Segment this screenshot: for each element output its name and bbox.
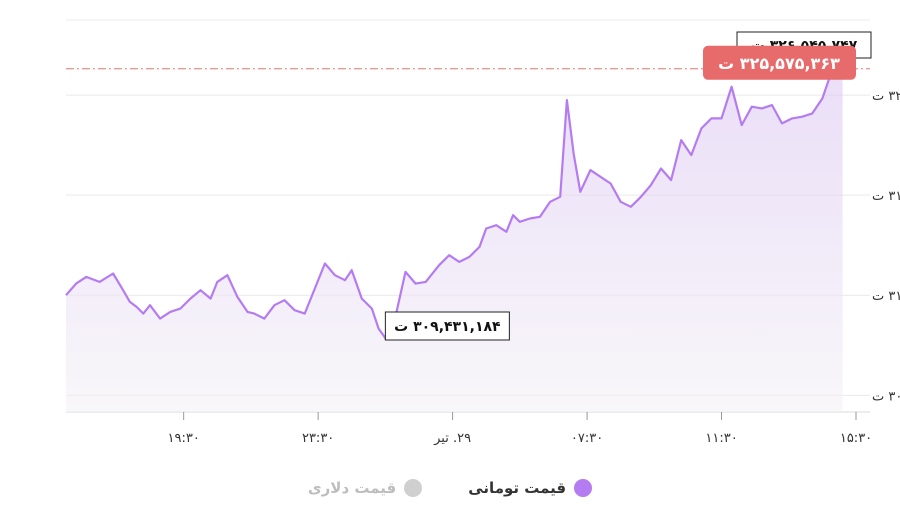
x-tick-label: ۲۳:۳۰: [302, 431, 334, 446]
current-price-box: [703, 45, 856, 80]
y-tick-label: ۳۱۸,۰۰۰,۰۰۰ ت: [872, 189, 900, 204]
x-axis: ۱۹:۳۰ ۲۳:۳۰ ۲۹. تیر ۰۷:۳۰ ۱۱:۳۰ ۱۵:۳۰: [168, 412, 872, 446]
min-price-label: ۳۰۹,۴۳۱,۱۸۴ ت: [394, 319, 501, 335]
legend-dot-dollar: [404, 479, 423, 497]
price-area-fill: [66, 52, 843, 412]
y-axis: ۳۰۶,۰۰۰,۰۰۰ ت ۳۱۲,۰۰۰,۰۰۰ ت ۳۱۸,۰۰۰,۰۰۰ ت ۳…: [872, 89, 900, 404]
min-callout-box: [384, 311, 510, 341]
y-tick-label: ۳۲۴,۰۰۰,۰۰۰ ت: [872, 89, 900, 104]
y-tick-label: ۳۰۶,۰۰۰,۰۰۰ ت: [872, 389, 900, 404]
price-line: [65, 52, 844, 340]
current-price-badge: ۳۲۵,۵۷۵,۳۶۳ ت: [703, 45, 856, 80]
legend: قیمت تومانی قیمت دلاری: [0, 470, 900, 506]
x-tick-label: ۱۵:۳۰: [840, 431, 872, 446]
legend-item-toman[interactable]: قیمت تومانی: [468, 479, 593, 497]
current-price-label: ۳۲۵,۵۷۵,۳۶۳ ت: [718, 54, 840, 73]
legend-label-dollar: قیمت دلاری: [307, 479, 397, 497]
legend-label-toman: قیمت تومانی: [468, 479, 567, 497]
x-tick-label: ۱۱:۳۰: [705, 431, 737, 446]
x-tick-label: ۱۹:۳۰: [168, 431, 200, 446]
legend-dot-toman: [574, 479, 593, 497]
legend-item-dollar[interactable]: قیمت دلاری: [307, 479, 423, 497]
x-tick-label: ۲۹. تیر: [433, 431, 471, 446]
price-chart: ۳۰۶,۰۰۰,۰۰۰ ت ۳۱۲,۰۰۰,۰۰۰ ت ۳۱۸,۰۰۰,۰۰۰ ت ۳…: [65, 19, 900, 446]
y-tick-label: ۳۱۲,۰۰۰,۰۰۰ ت: [872, 289, 900, 304]
x-tick-label: ۰۷:۳۰: [571, 431, 603, 446]
min-callout: ۳۰۹,۴۳۱,۱۸۴ ت: [384, 311, 510, 341]
